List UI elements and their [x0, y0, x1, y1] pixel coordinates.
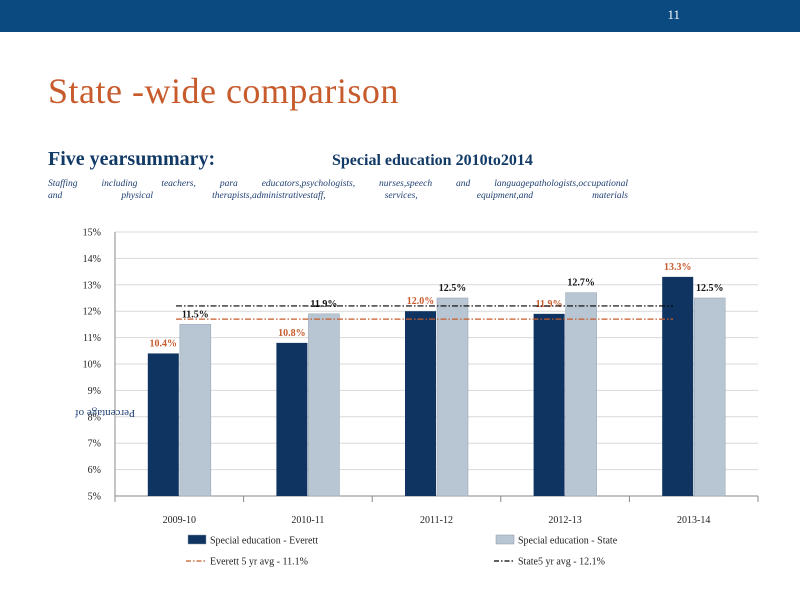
bar — [662, 276, 694, 496]
y-tick-label: 12% — [83, 307, 101, 318]
data-label: 11.5% — [182, 309, 209, 320]
x-tick-label: 2012-13 — [548, 515, 581, 526]
data-label: 12.7% — [567, 278, 595, 289]
data-label: 11.9% — [310, 299, 337, 310]
y-tick-label: 15% — [83, 228, 101, 239]
bar — [565, 292, 597, 497]
slide-title: State -wide comparison — [48, 71, 399, 111]
bar — [147, 353, 179, 496]
note-line-1: Staffing including teachers, para educat… — [48, 179, 628, 189]
chart-subtitle: Five yearsummary: Special education 2010… — [48, 148, 533, 171]
subtitle-right: Special education 2010to2014 — [332, 152, 533, 169]
bar — [693, 297, 726, 497]
data-label: 12.5% — [696, 283, 724, 294]
bar — [276, 342, 308, 496]
y-tick-label: 5% — [88, 492, 101, 503]
legend-label: Everett 5 yr avg - 11.1% — [210, 557, 308, 568]
data-label: 11.9% — [536, 299, 563, 310]
note-line-2: and physical therapists,administrativest… — [48, 191, 628, 201]
y-tick-label: 10% — [83, 360, 101, 371]
legend-label: Special education - State — [518, 536, 618, 547]
top-bar: 11 — [0, 0, 800, 32]
y-tick-label: 7% — [88, 439, 101, 450]
staffing-note: Staffing including teachers, para educat… — [48, 178, 628, 202]
legend-swatch — [495, 534, 515, 545]
x-tick-label: 2011-12 — [420, 515, 453, 526]
y-tick-label: 8% — [88, 412, 101, 423]
bar — [179, 324, 212, 497]
subtitle-left: Five yearsummary: — [48, 148, 216, 170]
bar — [436, 297, 469, 497]
data-label: 12.0% — [407, 296, 435, 307]
bar — [308, 313, 340, 497]
y-tick-label: 9% — [88, 386, 101, 397]
slide-number: 11 — [667, 7, 680, 22]
legend-label: State5 yr avg - 12.1% — [518, 557, 605, 568]
legend-label: Special education - Everett — [210, 536, 318, 547]
data-label: 13.3% — [664, 262, 692, 273]
y-tick-label: 13% — [83, 280, 101, 291]
y-axis-label: Percentage of — [75, 407, 135, 419]
y-tick-label: 14% — [83, 254, 101, 265]
y-tick-label: 6% — [88, 465, 101, 476]
data-label: 10.8% — [278, 328, 306, 339]
x-tick-label: 2010-11 — [291, 515, 324, 526]
bar — [533, 313, 565, 496]
x-tick-label: 2013-14 — [677, 515, 710, 526]
y-tick-label: 11% — [83, 333, 101, 344]
legend-swatch — [187, 534, 207, 545]
x-tick-label: 2009-10 — [163, 515, 196, 526]
data-label: 12.5% — [439, 283, 467, 294]
bar — [405, 311, 436, 496]
data-label: 10.4% — [150, 338, 178, 349]
